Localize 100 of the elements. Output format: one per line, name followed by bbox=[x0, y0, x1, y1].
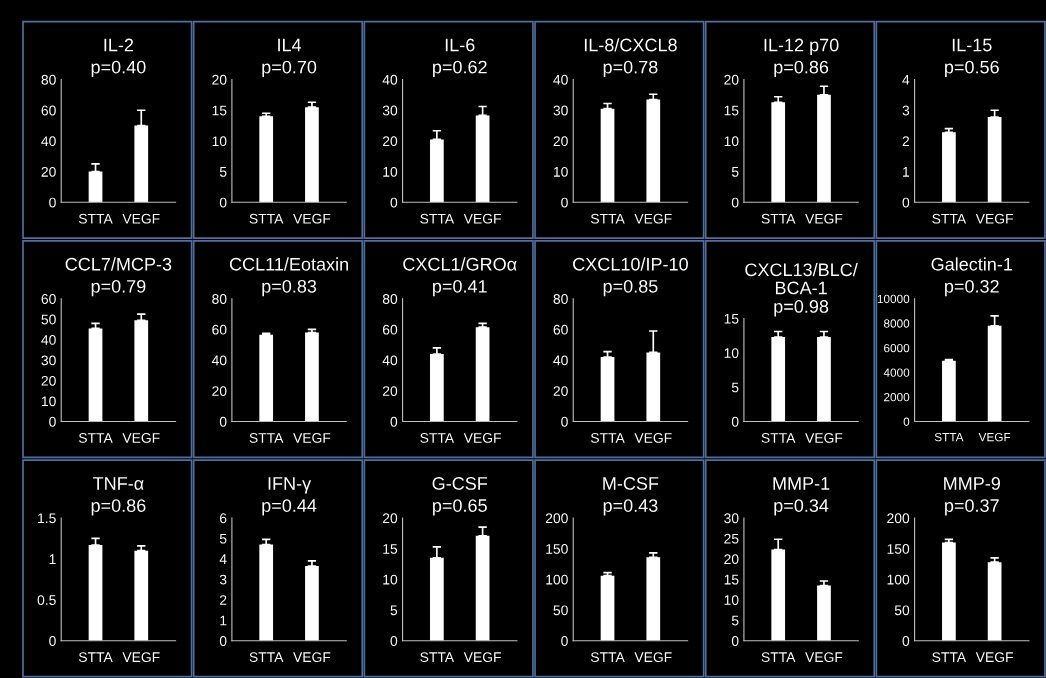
y-tick-label: 60 bbox=[212, 324, 227, 335]
chart-title: CCL7/MCP-3 bbox=[65, 257, 172, 271]
x-tick-label: STTA bbox=[590, 432, 625, 443]
y-tick-label: 0 bbox=[903, 417, 910, 426]
y-tick-label: 20 bbox=[41, 166, 56, 177]
y-tick-label: 20 bbox=[382, 136, 398, 147]
y-tick-label: 100 bbox=[887, 574, 910, 585]
y-tick-label: 150 bbox=[546, 543, 568, 554]
y-tick-label: 40 bbox=[382, 355, 398, 366]
x-tick-label: VEGF bbox=[978, 432, 1011, 442]
chart-title: G-CSF bbox=[432, 477, 488, 490]
x-tick-label: VEGF bbox=[463, 213, 501, 224]
x-tick-label: STTA bbox=[761, 213, 796, 224]
y-tick-label: 20 bbox=[724, 74, 739, 85]
chart-title: IL-12 p70 bbox=[764, 38, 839, 55]
y-tick-label: 20 bbox=[553, 136, 568, 147]
chart-title: MMP-9 bbox=[944, 477, 1000, 490]
chart-subtitle: p=0.32 bbox=[945, 279, 999, 297]
y-tick-label: 15 bbox=[383, 544, 398, 554]
y-tick-label: 0 bbox=[219, 197, 227, 208]
y-tick-label: 0 bbox=[390, 636, 398, 646]
y-tick-label: 10000 bbox=[877, 294, 910, 304]
chart-subtitle: p=0.65 bbox=[433, 499, 487, 516]
y-tick-label: 100 bbox=[546, 574, 568, 585]
y-tick-label: 10 bbox=[212, 136, 227, 147]
chart-subtitle: p=0.40 bbox=[91, 60, 146, 78]
chart-title: IL-6 bbox=[445, 38, 475, 52]
x-tick-label: VEGF bbox=[293, 213, 331, 224]
x-tick-label: VEGF bbox=[463, 432, 501, 443]
chart-subtitle: p=0.41 bbox=[433, 279, 487, 297]
chart-title: Galectin-1 bbox=[931, 257, 1013, 271]
y-tick-label: 60 bbox=[41, 294, 56, 304]
chart-title: IL-2 bbox=[104, 38, 134, 52]
chart-subtitle: p=0.79 bbox=[91, 279, 146, 297]
x-tick-label: STTA bbox=[249, 432, 284, 443]
x-tick-label: STTA bbox=[420, 432, 455, 443]
y-tick-label: 40 bbox=[553, 74, 568, 85]
y-tick-label: 0 bbox=[902, 197, 910, 208]
y-tick-label: 5 bbox=[731, 382, 739, 393]
y-tick-label: 0 bbox=[902, 636, 910, 646]
y-tick-label: 6 bbox=[220, 513, 227, 524]
x-tick-label: STTA bbox=[420, 652, 455, 663]
y-tick-label: 0 bbox=[49, 197, 56, 208]
y-tick-label: 30 bbox=[41, 355, 56, 366]
y-tick-label: 20 bbox=[382, 513, 398, 524]
chart-title: MMP-1 bbox=[773, 477, 830, 490]
chart-subtitle: p=0.62 bbox=[433, 60, 487, 78]
x-tick-label: STTA bbox=[761, 432, 796, 443]
chart-title: IL-15 bbox=[952, 38, 992, 52]
y-tick-label: 1.5 bbox=[38, 513, 56, 524]
y-tick-label: 0 bbox=[561, 636, 568, 646]
y-tick-label: 5 bbox=[219, 167, 227, 177]
y-tick-label: 3 bbox=[902, 105, 910, 116]
y-tick-label: 4000 bbox=[883, 368, 910, 377]
chart-title: IL-8/CXCL8 bbox=[584, 38, 677, 52]
y-tick-label: 15 bbox=[724, 574, 739, 585]
chart-title: IL4 bbox=[278, 38, 302, 52]
y-tick-label: 0 bbox=[731, 416, 739, 427]
y-tick-label: 20 bbox=[41, 375, 56, 386]
y-tick-label: 5 bbox=[731, 615, 739, 626]
y-tick-label: 10 bbox=[724, 136, 739, 147]
y-tick-label: 0 bbox=[561, 416, 568, 427]
y-tick-label: 5 bbox=[731, 167, 739, 177]
y-tick-label: 60 bbox=[382, 324, 398, 335]
x-tick-label: STTA bbox=[420, 213, 455, 224]
y-tick-label: 0 bbox=[731, 636, 739, 646]
y-tick-label: 80 bbox=[382, 294, 398, 304]
y-tick-label: 30 bbox=[382, 105, 398, 116]
chart-title: CCL11/Eotaxin bbox=[229, 257, 348, 271]
chart-subtitle: p=0.83 bbox=[262, 279, 317, 297]
x-tick-label: VEGF bbox=[805, 432, 843, 443]
y-tick-label: 50 bbox=[41, 314, 56, 325]
x-tick-label: STTA bbox=[761, 652, 796, 663]
y-tick-label: 40 bbox=[41, 335, 56, 345]
chart-subtitle: p=0.44 bbox=[262, 499, 317, 516]
x-tick-label: STTA bbox=[78, 652, 113, 663]
y-tick-label: 50 bbox=[553, 605, 568, 616]
x-tick-label: VEGF bbox=[293, 652, 331, 663]
chart-title: CXCL10/IP-10 bbox=[573, 257, 688, 271]
y-tick-label: 10 bbox=[383, 574, 398, 585]
chart-subtitle: p=0.86 bbox=[774, 60, 829, 78]
x-tick-label: VEGF bbox=[634, 213, 672, 224]
y-tick-label: 2 bbox=[902, 136, 910, 146]
y-tick-label: 1 bbox=[49, 554, 56, 564]
y-tick-label: 0 bbox=[219, 636, 227, 646]
chart-subtitle: p=0.98 bbox=[774, 300, 829, 317]
y-tick-label: 20 bbox=[382, 386, 398, 396]
y-tick-label: 40 bbox=[382, 74, 398, 85]
x-tick-label: VEGF bbox=[122, 213, 160, 224]
chart-title: IFN-γ bbox=[268, 477, 312, 494]
y-tick-label: 60 bbox=[41, 105, 56, 116]
y-tick-label: 150 bbox=[887, 543, 910, 554]
chart-title: TNF-α bbox=[93, 477, 144, 490]
chart-subtitle: p=0.86 bbox=[91, 499, 146, 516]
y-tick-label: 40 bbox=[41, 136, 56, 147]
y-tick-label: 0 bbox=[731, 197, 739, 208]
y-tick-label: 15 bbox=[724, 105, 739, 116]
x-tick-label: VEGF bbox=[293, 432, 331, 443]
y-tick-label: 80 bbox=[553, 294, 568, 304]
y-tick-label: 20 bbox=[553, 386, 568, 396]
